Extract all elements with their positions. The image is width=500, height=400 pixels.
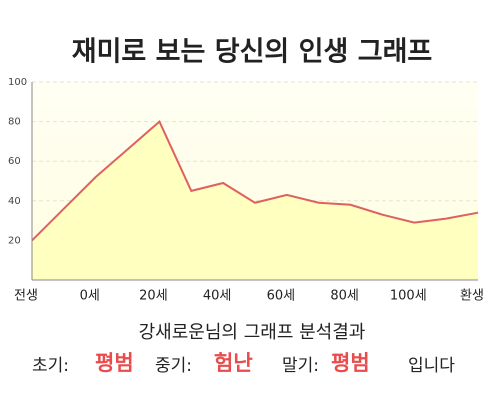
ending: 입니다	[408, 356, 455, 376]
y-tick-label: 60	[8, 156, 21, 167]
x-tick-label: 0세	[80, 289, 100, 304]
chart-title: 재미로 보는 당신의 인생 그래프	[72, 37, 433, 68]
middle-label: 중기:	[155, 356, 192, 376]
area	[32, 121, 478, 280]
y-tick-label: 100	[8, 77, 27, 88]
x-tick-label: 40세	[203, 289, 232, 304]
y-tick-label: 80	[8, 117, 21, 128]
y-tick-label: 20	[8, 235, 21, 246]
x-tick-label: 60세	[267, 289, 296, 304]
x-tick-label: 20세	[139, 289, 168, 304]
x-tick-label: 80세	[330, 289, 359, 304]
x-tick-label: 100세	[390, 289, 427, 304]
y-tick-label: 40	[8, 196, 21, 207]
result-heading: 강새로운님의 그래프 분석결과	[139, 322, 366, 343]
line	[31, 119, 479, 242]
late-result: 평범	[331, 351, 370, 375]
x-tick-label: 환생	[460, 289, 484, 304]
middle-result: 험난	[214, 351, 253, 375]
x-tick-label: 전생	[14, 289, 38, 304]
early-label: 초기:	[32, 356, 69, 376]
late-label: 말기:	[282, 356, 319, 376]
early-result: 평범	[95, 351, 134, 375]
